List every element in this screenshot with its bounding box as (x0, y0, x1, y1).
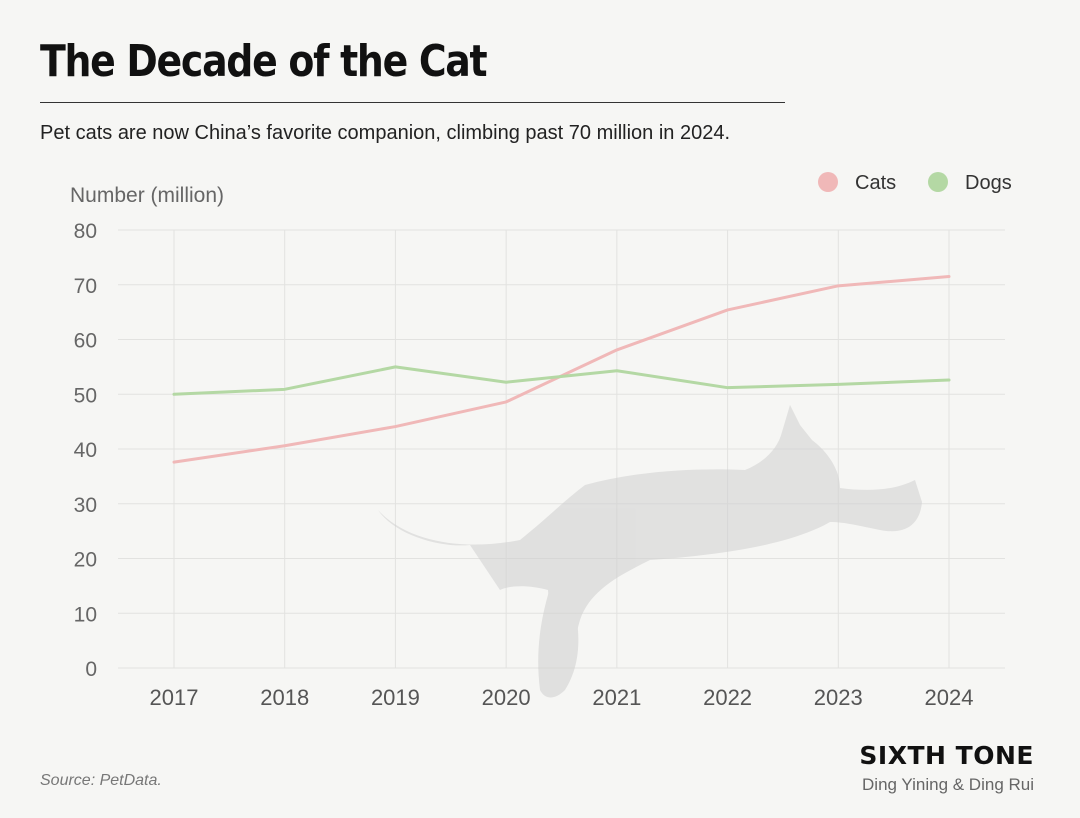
y-tick-label: 70 (74, 275, 97, 298)
y-tick-label: 40 (74, 439, 97, 462)
x-tick-label: 2023 (814, 685, 863, 710)
legend-label-dogs: Dogs (965, 172, 1012, 194)
x-tick-label: 2018 (260, 685, 309, 710)
y-tick-label: 20 (74, 549, 97, 572)
series-line-cats (172, 275, 951, 464)
y-tick-label: 80 (74, 220, 97, 243)
legend-swatch-dogs (928, 172, 948, 192)
x-tick-label: 2020 (482, 685, 531, 710)
page-subtitle: Pet cats are now China’s favorite compan… (40, 122, 730, 144)
page-title: The Decade of the Cat (40, 36, 488, 87)
x-tick-label: 2021 (592, 685, 641, 710)
y-tick-label: 50 (74, 384, 97, 407)
legend-swatch-cats (818, 172, 838, 192)
x-axis-ticks: 2017 2018 2019 2020 2021 2022 2023 2024 (150, 685, 974, 710)
x-tick-label: 2017 (150, 685, 199, 710)
source-note: Source: PetData. (40, 772, 162, 789)
y-tick-label: 60 (74, 330, 97, 353)
author-credit: Ding Yining & Ding Rui (862, 775, 1034, 794)
y-axis-label: Number (million) (70, 184, 224, 207)
x-tick-label: 2022 (703, 685, 752, 710)
chart-legend: Cats Dogs (818, 172, 1012, 194)
x-tick-label: 2024 (925, 685, 974, 710)
brand-logo: SIXTH TONE (859, 741, 1034, 770)
cat-silhouette-icon (378, 405, 922, 698)
series-line-dogs (172, 365, 951, 396)
y-tick-label: 10 (74, 603, 97, 626)
legend-label-cats: Cats (855, 172, 896, 194)
x-tick-label: 2019 (371, 685, 420, 710)
y-axis-ticks: 0 10 20 30 40 50 60 70 80 (74, 220, 97, 681)
y-tick-label: 0 (85, 658, 97, 681)
chart-series (172, 275, 951, 464)
title-divider (40, 102, 785, 103)
y-tick-label: 30 (74, 494, 97, 517)
